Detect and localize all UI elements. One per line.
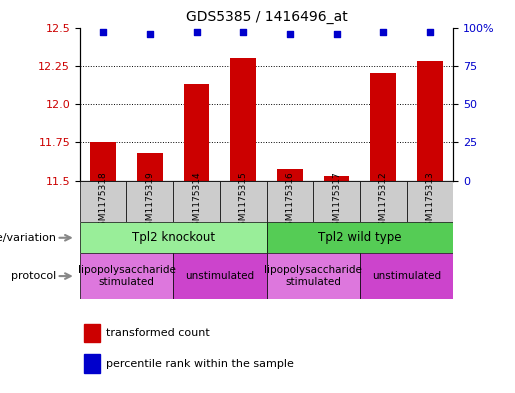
Point [286,31,294,37]
Bar [80,181,127,222]
Text: unstimulated: unstimulated [185,271,254,281]
Text: GSM1175319: GSM1175319 [145,171,154,232]
Bar [267,222,453,253]
Text: GSM1175317: GSM1175317 [332,171,341,232]
Bar [80,222,267,253]
Text: unstimulated: unstimulated [372,271,441,281]
Bar [406,181,453,222]
Point [379,29,387,35]
Text: GSM1175318: GSM1175318 [99,171,108,232]
Text: protocol: protocol [11,271,57,281]
Text: genotype/variation: genotype/variation [0,233,57,243]
Text: lipopolysaccharide
stimulated: lipopolysaccharide stimulated [78,265,176,287]
Point [332,31,340,37]
Text: lipopolysaccharide
stimulated: lipopolysaccharide stimulated [264,265,362,287]
Bar [360,253,453,299]
Point [426,29,434,35]
Bar [83,354,100,373]
Text: GSM1175315: GSM1175315 [238,171,248,232]
Text: Tpl2 wild type: Tpl2 wild type [318,231,402,244]
Bar [267,181,313,222]
Bar [324,176,349,181]
Text: transformed count: transformed count [106,328,210,338]
Text: Tpl2 knockout: Tpl2 knockout [132,231,215,244]
Text: GSM1175316: GSM1175316 [285,171,295,232]
Point [146,31,154,37]
Bar [220,181,267,222]
Bar [313,181,360,222]
Bar [277,169,303,181]
Bar [80,253,173,299]
Bar [360,181,406,222]
Bar [184,84,209,181]
Bar [370,73,396,181]
Bar [173,253,267,299]
Bar [137,153,163,181]
Bar [417,61,443,181]
Text: GSM1175314: GSM1175314 [192,171,201,232]
Text: percentile rank within the sample: percentile rank within the sample [106,359,294,369]
Title: GDS5385 / 1416496_at: GDS5385 / 1416496_at [185,10,348,24]
Bar [90,142,116,181]
Bar [267,253,360,299]
Bar [230,58,256,181]
Point [239,29,247,35]
Point [193,29,201,35]
Bar [83,324,100,342]
Text: GSM1175313: GSM1175313 [425,171,434,232]
Point [99,29,107,35]
Bar [173,181,220,222]
Bar [127,181,173,222]
Text: GSM1175312: GSM1175312 [379,171,388,232]
